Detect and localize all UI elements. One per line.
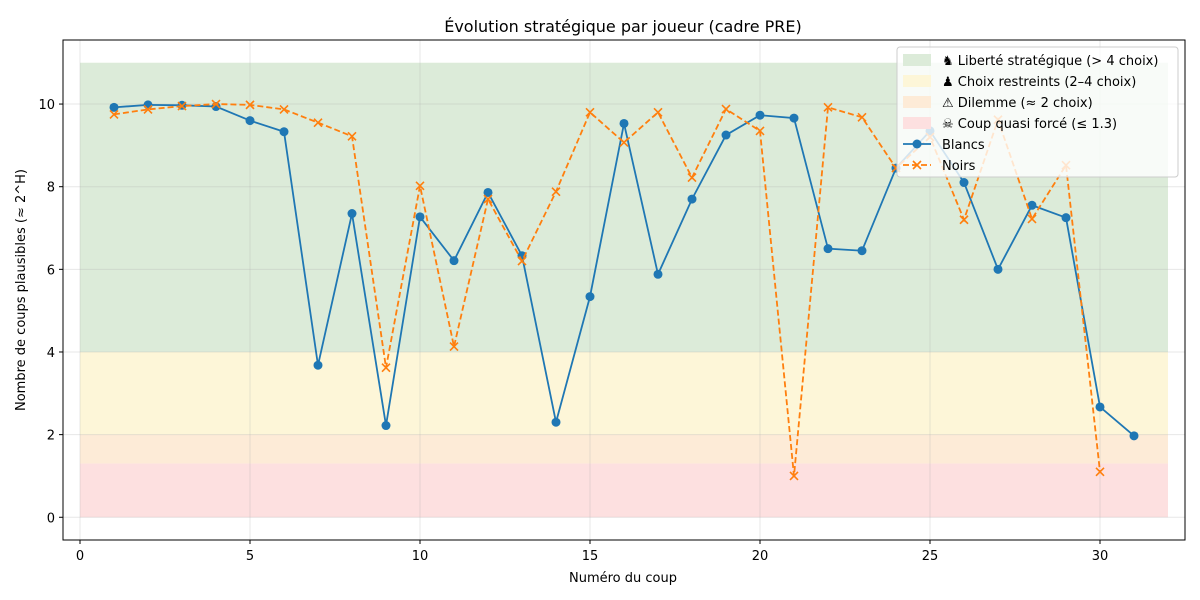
data-point [755, 126, 765, 136]
data-point [313, 118, 323, 128]
legend-swatch-band [903, 54, 931, 66]
data-point [789, 113, 799, 123]
data-point [721, 130, 731, 140]
data-point [755, 110, 765, 120]
data-point [449, 256, 459, 266]
legend-marker [912, 160, 922, 170]
data-point [381, 421, 391, 431]
legend-label: ♟ Choix restreints (2–4 choix) [942, 75, 1136, 90]
data-point [653, 107, 663, 117]
data-point [551, 417, 561, 427]
data-point [415, 212, 425, 222]
data-point [313, 360, 323, 370]
x-tick-label: 25 [922, 549, 939, 564]
x-tick-label: 20 [752, 549, 769, 564]
data-point [347, 131, 357, 141]
data-point [109, 102, 119, 112]
plot-frame [62, 39, 1186, 541]
data-point [857, 112, 867, 122]
series-blancs [109, 100, 1139, 441]
data-point [1095, 467, 1105, 477]
data-point [993, 264, 1003, 274]
data-point [653, 269, 663, 279]
data-point [585, 292, 595, 302]
x-tick-label: 15 [582, 549, 599, 564]
y-tick-label: 8 [47, 181, 55, 196]
legend-marker [912, 139, 922, 149]
data-point [823, 102, 833, 112]
data-point [789, 471, 799, 481]
legend-label: ☠ Coup quasi forcé (≤ 1.3) [942, 117, 1117, 132]
data-point [1027, 200, 1037, 210]
data-point [687, 194, 697, 204]
data-point [245, 116, 255, 126]
data-point [109, 109, 119, 119]
data-point [415, 181, 425, 191]
data-point [483, 187, 493, 197]
data-point [1095, 402, 1105, 412]
band-2 [80, 434, 1168, 464]
x-tick-label: 5 [246, 549, 254, 564]
data-point [245, 100, 255, 110]
data-point [143, 104, 153, 114]
x-tick-label: 30 [1092, 549, 1109, 564]
legend-label: Blancs [942, 138, 985, 153]
chart-title: Évolution stratégique par joueur (cadre … [444, 17, 802, 36]
data-point [517, 256, 527, 266]
x-tick-label: 0 [76, 549, 84, 564]
y-tick-label: 6 [47, 263, 55, 278]
data-point [619, 118, 629, 128]
legend-label: ⚠ Dilemme (≈ 2 choix) [942, 96, 1093, 111]
data-point [959, 215, 969, 225]
y-axis-label: Nombre de coups plausibles (≈ 2^H) [14, 169, 29, 411]
y-tick-label: 2 [47, 429, 55, 444]
data-point [483, 194, 493, 204]
data-point [211, 99, 221, 109]
data-point [823, 244, 833, 254]
data-point [1061, 213, 1071, 223]
y-tick-label: 10 [38, 98, 55, 113]
x-axis-label: Numéro du coup [569, 571, 677, 586]
legend-swatch-band [903, 75, 931, 87]
data-point [279, 104, 289, 114]
y-tick-label: 0 [47, 511, 55, 526]
data-point [143, 100, 153, 110]
data-point [551, 187, 561, 197]
data-point [857, 246, 867, 256]
data-point [381, 363, 391, 373]
x-tick-label: 10 [412, 549, 429, 564]
band-3 [80, 463, 1168, 518]
data-point [619, 137, 629, 148]
data-point [279, 127, 289, 137]
data-point [347, 209, 357, 219]
data-point [449, 342, 459, 352]
data-point [687, 173, 697, 183]
legend-label: Noirs [942, 159, 976, 174]
legend-swatch-band [903, 96, 931, 108]
legend: ♞ Liberté stratégique (> 4 choix) ♟ Choix… [896, 46, 1179, 178]
legend-label: ♞ Liberté stratégique (> 4 choix) [942, 54, 1158, 69]
ticks-layer: 0 5 10 15 20 25 30 0 2 4 6 8 10 [38, 98, 1108, 564]
data-point [959, 178, 969, 188]
data-point [1027, 214, 1037, 224]
data-point [177, 101, 187, 111]
data-point [585, 107, 595, 117]
legend-box [896, 46, 1179, 178]
data-point [721, 104, 731, 114]
legend-swatch-band [903, 117, 931, 129]
band-1 [80, 351, 1168, 435]
y-tick-label: 4 [47, 346, 55, 361]
data-point [1129, 431, 1139, 441]
